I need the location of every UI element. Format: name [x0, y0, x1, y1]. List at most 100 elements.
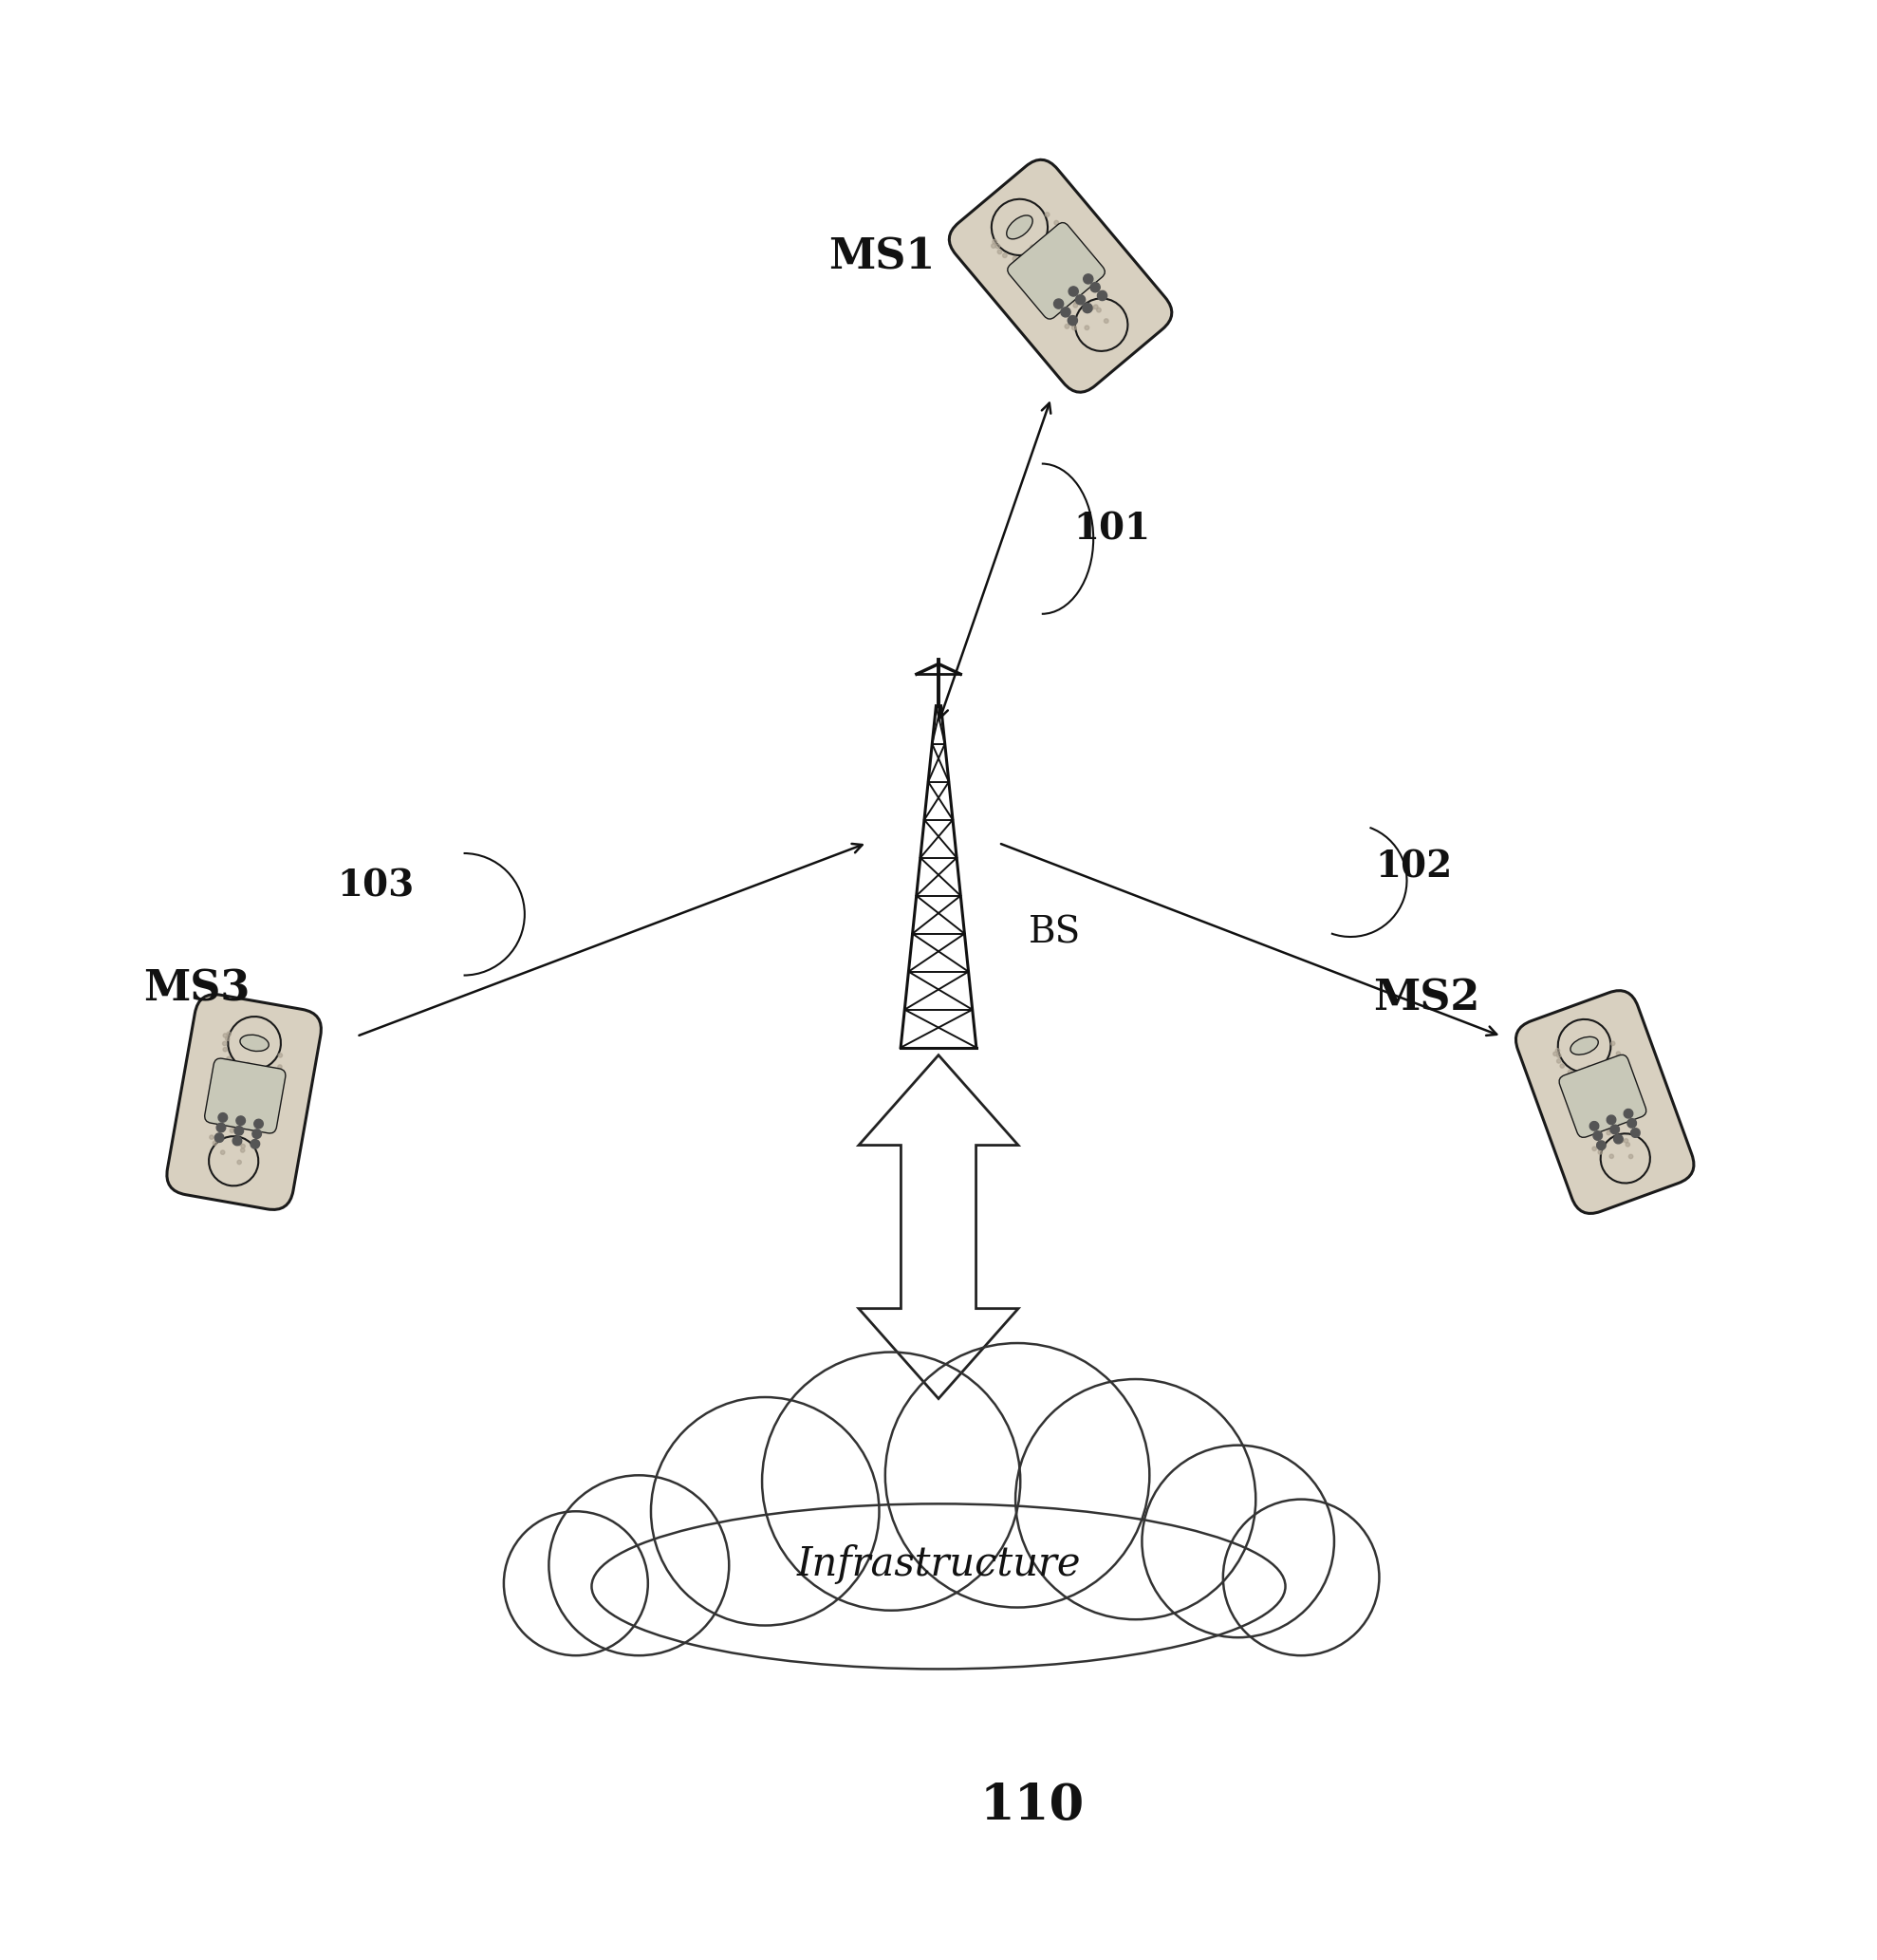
Ellipse shape: [240, 1035, 268, 1051]
Circle shape: [1102, 290, 1106, 294]
Circle shape: [1627, 1119, 1637, 1127]
Circle shape: [212, 1141, 218, 1145]
Circle shape: [1025, 223, 1030, 229]
Circle shape: [1012, 231, 1015, 235]
Circle shape: [1556, 1049, 1560, 1053]
Circle shape: [1083, 304, 1092, 314]
Circle shape: [227, 1056, 231, 1060]
Circle shape: [1624, 1109, 1633, 1117]
Circle shape: [1104, 319, 1109, 323]
Circle shape: [1592, 1147, 1597, 1151]
Circle shape: [1042, 284, 1045, 290]
Circle shape: [503, 1511, 648, 1656]
Circle shape: [1552, 1053, 1558, 1056]
Circle shape: [1616, 1103, 1620, 1107]
Circle shape: [1609, 1154, 1614, 1158]
Circle shape: [1015, 1380, 1256, 1619]
Circle shape: [1597, 1151, 1603, 1154]
Circle shape: [1076, 294, 1085, 304]
Circle shape: [218, 1096, 223, 1102]
Circle shape: [1616, 1053, 1620, 1056]
Circle shape: [886, 1343, 1149, 1607]
Circle shape: [1590, 1121, 1599, 1131]
Circle shape: [250, 1139, 259, 1149]
Circle shape: [237, 1115, 246, 1125]
Circle shape: [1556, 1053, 1562, 1058]
FancyBboxPatch shape: [950, 159, 1171, 392]
Circle shape: [1588, 1100, 1592, 1103]
Text: BS: BS: [1029, 915, 1081, 951]
Circle shape: [231, 1096, 235, 1100]
Circle shape: [1070, 321, 1076, 325]
Circle shape: [1635, 1129, 1639, 1133]
Polygon shape: [860, 1054, 1019, 1399]
Circle shape: [1098, 290, 1107, 300]
Circle shape: [1094, 304, 1098, 310]
Circle shape: [1556, 1058, 1562, 1062]
Circle shape: [1590, 1045, 1594, 1049]
FancyBboxPatch shape: [1560, 1054, 1646, 1137]
FancyBboxPatch shape: [1008, 223, 1106, 319]
Circle shape: [259, 1123, 263, 1127]
Circle shape: [1580, 1086, 1586, 1090]
Circle shape: [1597, 1141, 1607, 1151]
Text: MS3: MS3: [145, 968, 250, 1009]
Ellipse shape: [591, 1503, 1286, 1670]
Circle shape: [1040, 290, 1044, 294]
Circle shape: [253, 1074, 257, 1078]
Circle shape: [1061, 253, 1066, 257]
Circle shape: [1002, 253, 1006, 257]
Circle shape: [237, 1160, 242, 1164]
Circle shape: [229, 1092, 233, 1096]
Circle shape: [1089, 274, 1092, 280]
Ellipse shape: [1006, 216, 1032, 239]
Text: Infrastructure: Infrastructure: [796, 1544, 1081, 1584]
Circle shape: [216, 1123, 225, 1133]
Circle shape: [1599, 1147, 1603, 1151]
Circle shape: [252, 1109, 255, 1113]
Circle shape: [1074, 300, 1077, 304]
Circle shape: [1590, 1102, 1594, 1105]
Circle shape: [1610, 1041, 1614, 1045]
Text: 103: 103: [336, 868, 415, 904]
Circle shape: [223, 1096, 227, 1100]
Circle shape: [223, 1047, 227, 1051]
Circle shape: [762, 1352, 1021, 1611]
Circle shape: [1061, 298, 1064, 302]
Circle shape: [993, 239, 997, 243]
Circle shape: [1051, 312, 1055, 316]
Circle shape: [278, 1070, 282, 1074]
Circle shape: [233, 1137, 242, 1145]
Circle shape: [1610, 1125, 1620, 1135]
Circle shape: [278, 1053, 282, 1056]
Circle shape: [1624, 1139, 1627, 1143]
Circle shape: [240, 1145, 246, 1149]
Circle shape: [1631, 1129, 1640, 1137]
Circle shape: [1612, 1082, 1616, 1088]
Circle shape: [210, 1117, 214, 1121]
Circle shape: [1607, 1131, 1610, 1135]
Circle shape: [548, 1476, 728, 1656]
Circle shape: [1091, 282, 1100, 292]
Circle shape: [1045, 247, 1049, 251]
Circle shape: [1074, 272, 1077, 276]
Circle shape: [1076, 298, 1128, 351]
Circle shape: [1061, 308, 1070, 318]
Circle shape: [1085, 325, 1089, 329]
Circle shape: [1012, 257, 1017, 261]
Circle shape: [651, 1397, 878, 1625]
Text: 102: 102: [1374, 849, 1453, 886]
Circle shape: [1601, 1133, 1650, 1184]
Circle shape: [991, 200, 1047, 255]
FancyBboxPatch shape: [1517, 990, 1693, 1213]
Circle shape: [1584, 1105, 1588, 1109]
Circle shape: [1055, 221, 1059, 225]
Circle shape: [1575, 1047, 1579, 1051]
Circle shape: [246, 1062, 250, 1066]
Circle shape: [259, 1090, 263, 1094]
Circle shape: [214, 1133, 223, 1143]
Circle shape: [1625, 1143, 1629, 1147]
Circle shape: [1620, 1139, 1624, 1143]
Text: MS1: MS1: [830, 237, 935, 278]
Circle shape: [1057, 223, 1062, 229]
